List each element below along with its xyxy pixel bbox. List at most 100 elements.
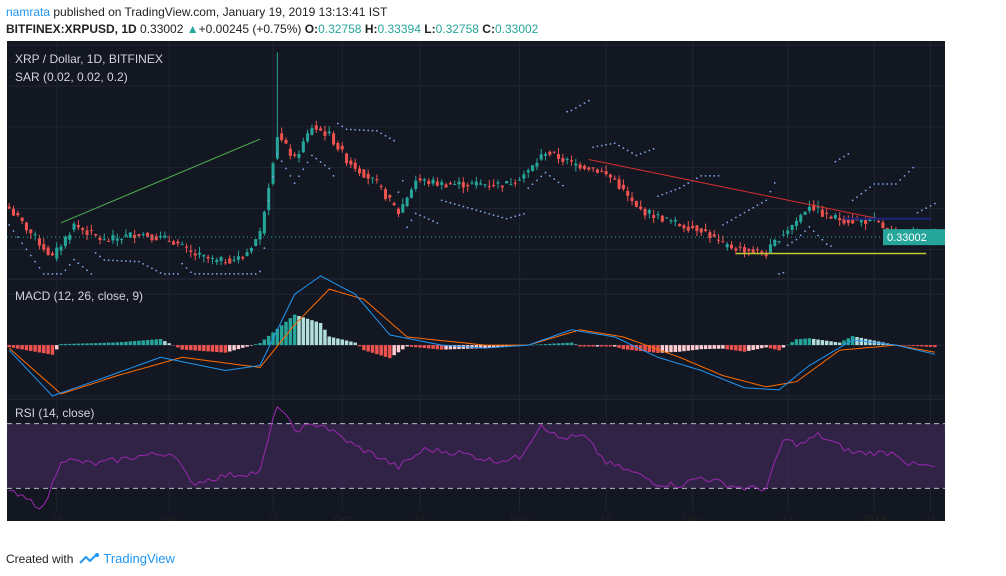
- sar-dot: [73, 258, 75, 261]
- sar-dot: [228, 273, 231, 275]
- candle-body: [682, 225, 686, 229]
- sar-dot: [713, 174, 716, 177]
- macd-histogram-bar: [409, 345, 414, 347]
- macd-histogram-bar: [24, 345, 29, 351]
- sar-dot: [163, 273, 166, 275]
- sar-dot: [406, 226, 409, 229]
- sar-dot: [202, 273, 205, 275]
- macd-histogram-bar: [509, 345, 513, 347]
- candle-body: [336, 142, 340, 150]
- macd-histogram-bar: [582, 345, 587, 347]
- candle-body: [271, 163, 275, 184]
- sar-dot: [765, 199, 768, 202]
- tradingview-brand-link[interactable]: TradingView: [103, 551, 175, 566]
- candle-body: [721, 241, 725, 243]
- candle-body: [33, 234, 37, 236]
- sar-dot: [838, 158, 841, 160]
- candle-body: [678, 224, 682, 227]
- macd-histogram-bar: [33, 345, 37, 352]
- candle-body: [561, 158, 565, 162]
- macd-histogram-bar: [474, 345, 479, 349]
- macd-histogram-bar: [89, 343, 94, 346]
- sar-dot: [263, 247, 266, 250]
- sar-dot: [856, 196, 858, 198]
- macd-histogram-bar: [768, 345, 773, 349]
- sar-dot: [172, 273, 175, 275]
- candle-body: [275, 137, 279, 159]
- author-link[interactable]: namrata: [6, 5, 51, 19]
- macd-histogram-bar: [491, 345, 496, 348]
- candle-body: [738, 246, 742, 248]
- candle-body: [526, 170, 530, 173]
- chart-canvas[interactable]: 0.33002 0.800000.700000.600000.500000.40…: [7, 40, 987, 526]
- candle-body: [89, 230, 93, 232]
- macd-histogram-bar: [638, 345, 643, 352]
- macd-histogram-bar: [85, 343, 89, 346]
- time-tick-label: Dec: [683, 514, 703, 521]
- macd-histogram-bar: [245, 345, 249, 347]
- time-tick-label: 21: [924, 514, 936, 521]
- candle-body: [124, 234, 128, 237]
- macd-pane[interactable]: [7, 275, 937, 397]
- macd-histogram-bar: [20, 345, 24, 350]
- sar-dot: [371, 129, 374, 132]
- candle-body: [167, 240, 171, 242]
- candle-body: [470, 182, 474, 184]
- candle-body: [699, 228, 703, 233]
- sar-dot: [198, 273, 201, 275]
- macd-histogram-bar: [145, 340, 150, 346]
- candle-body: [280, 133, 284, 141]
- sar-dot: [721, 223, 724, 226]
- sar-dot: [21, 242, 24, 245]
- sar-dot: [194, 273, 197, 275]
- candle-body: [236, 256, 240, 260]
- sar-dot: [16, 236, 19, 239]
- candle-body: [405, 197, 409, 207]
- candle-body: [375, 179, 379, 181]
- candle-body: [695, 225, 699, 232]
- macd-histogram-bar: [816, 339, 820, 346]
- candle-body: [42, 244, 46, 250]
- sar-label: SAR (0.02, 0.02, 0.2): [15, 70, 128, 84]
- candle-body: [539, 154, 543, 160]
- candle-body: [492, 185, 496, 187]
- candle-body: [444, 184, 448, 188]
- sar-dot: [890, 183, 893, 185]
- candle-body: [353, 162, 357, 169]
- macd-histogram-bar: [799, 338, 803, 346]
- sar-dot: [120, 259, 123, 262]
- price-pane[interactable]: 0.33002: [7, 52, 945, 275]
- macd-histogram-bar: [651, 345, 656, 353]
- sar-dot: [332, 174, 335, 177]
- time-tick-label: 2019: [862, 514, 886, 521]
- sar-dot: [133, 260, 136, 263]
- macd-histogram-bar: [128, 341, 133, 346]
- macd-histogram-bar: [76, 343, 81, 346]
- macd-histogram-bar: [500, 345, 505, 347]
- candle-body: [422, 179, 426, 181]
- candle-body: [448, 183, 452, 185]
- sar-dot: [125, 260, 127, 262]
- macd-histogram-bar: [336, 338, 340, 346]
- candle-body: [760, 251, 764, 254]
- sar-dot: [869, 186, 871, 189]
- rsi-pane[interactable]: [7, 405, 945, 510]
- macd-histogram-bar: [46, 345, 50, 354]
- sar-dot: [380, 132, 383, 135]
- candle-body: [427, 180, 431, 184]
- sar-dot: [739, 214, 742, 216]
- chart-svg[interactable]: 0.33002 0.800000.700000.600000.500000.40…: [7, 40, 987, 526]
- macd-histogram-bar: [288, 318, 293, 346]
- candle-body: [742, 247, 747, 253]
- candle-body: [215, 259, 219, 263]
- candle-body: [37, 238, 41, 246]
- candle-body: [120, 239, 124, 241]
- sar-dot: [557, 181, 560, 184]
- macd-histogram-bar: [738, 345, 742, 352]
- sar-dot: [505, 217, 508, 220]
- macd-histogram-bar: [435, 345, 440, 350]
- macd-histogram-bar: [59, 344, 63, 346]
- sar-dot: [324, 164, 326, 167]
- last-price: 0.33002: [140, 22, 184, 36]
- candle-body: [297, 154, 301, 158]
